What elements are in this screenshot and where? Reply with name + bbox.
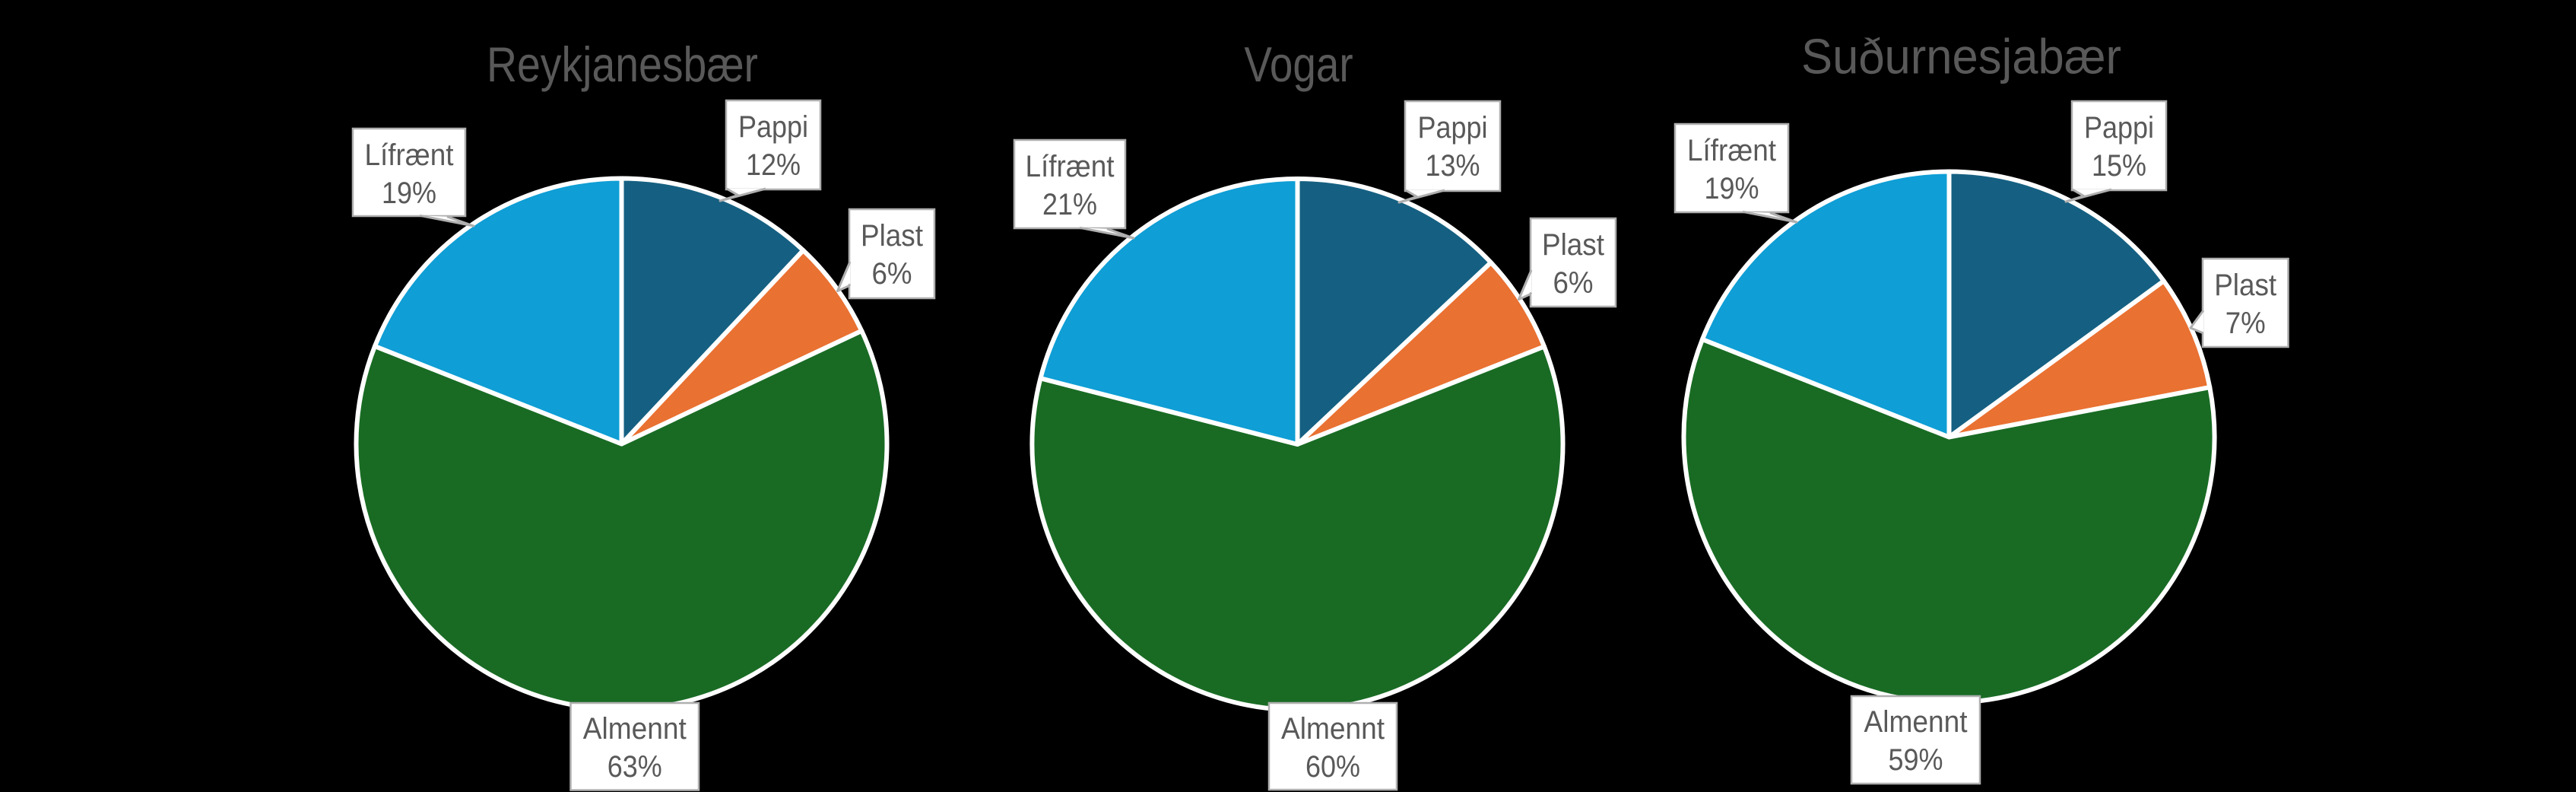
svg-text:Plast: Plast bbox=[861, 219, 923, 253]
svg-text:Almennt: Almennt bbox=[1864, 705, 1968, 739]
svg-text:21%: 21% bbox=[1042, 188, 1097, 221]
svg-text:12%: 12% bbox=[746, 148, 801, 182]
svg-text:15%: 15% bbox=[2092, 149, 2146, 183]
svg-text:7%: 7% bbox=[2225, 307, 2266, 340]
svg-text:Almennt: Almennt bbox=[1281, 712, 1385, 746]
svg-text:Reykjanesbær: Reykjanesbær bbox=[487, 37, 758, 92]
svg-text:Vogar: Vogar bbox=[1244, 37, 1353, 92]
svg-text:Lífrænt: Lífrænt bbox=[1026, 150, 1115, 183]
svg-text:59%: 59% bbox=[1889, 743, 1943, 777]
svg-text:63%: 63% bbox=[608, 750, 662, 784]
svg-text:6%: 6% bbox=[872, 257, 912, 291]
svg-text:Pappi: Pappi bbox=[1418, 111, 1488, 145]
svg-text:19%: 19% bbox=[1705, 172, 1759, 205]
svg-text:Plast: Plast bbox=[2214, 269, 2276, 302]
svg-text:Pappi: Pappi bbox=[2084, 111, 2154, 145]
svg-text:Lífrænt: Lífrænt bbox=[1687, 134, 1776, 167]
svg-text:Almennt: Almennt bbox=[583, 712, 687, 746]
svg-text:Lífrænt: Lífrænt bbox=[365, 138, 454, 172]
svg-text:13%: 13% bbox=[1426, 149, 1480, 183]
svg-text:Suðurnesjabær: Suðurnesjabær bbox=[1801, 30, 2121, 84]
svg-text:6%: 6% bbox=[1553, 266, 1594, 300]
svg-text:Pappi: Pappi bbox=[738, 110, 808, 144]
svg-text:60%: 60% bbox=[1305, 750, 1360, 784]
svg-text:19%: 19% bbox=[382, 177, 436, 210]
svg-text:Plast: Plast bbox=[1542, 228, 1604, 262]
